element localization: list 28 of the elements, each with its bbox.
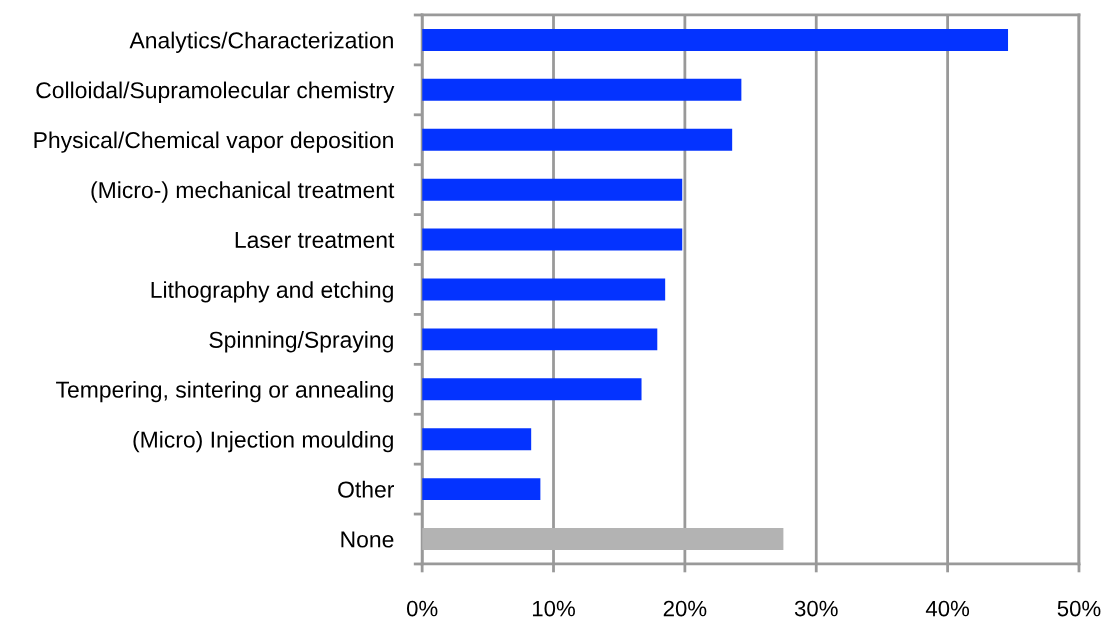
y-tick-label: Physical/Chemical vapor deposition [34, 131, 393, 153]
x-tick-label: 30% [794, 600, 838, 617]
x-tick-label: 20% [663, 600, 707, 617]
x-tick-label: 0% [406, 600, 438, 617]
bar [422, 78, 742, 101]
x-tick-label: 50% [1057, 600, 1101, 617]
y-tick-label: Other [338, 480, 394, 498]
bar [422, 128, 733, 151]
y-tick-label: Lithography and etching [151, 281, 393, 303]
y-tick-label: Analytics/Characterization [129, 31, 393, 53]
y-tick-label: (Micro) Injection moulding [133, 430, 393, 453]
bar [422, 378, 642, 401]
y-tick-label: Colloidal/Supramolecular chemistry [36, 81, 395, 103]
bar [422, 28, 1009, 51]
x-tick-label: 10% [532, 600, 575, 617]
bar [422, 178, 683, 201]
y-tick-label: Laser treatment [235, 232, 395, 249]
y-tick-label: None [341, 531, 394, 548]
bar [422, 428, 532, 451]
y-tick-label: Spinning/Spraying [209, 331, 393, 353]
bar [422, 478, 541, 501]
bar [422, 328, 658, 351]
bar [422, 528, 784, 550]
bar [422, 228, 683, 251]
y-tick-label: (Micro-) mechanical treatment [91, 181, 395, 203]
bar [422, 278, 666, 301]
x-tick-label: 40% [925, 600, 970, 617]
y-tick-label: Tempering, sintering or annealing [56, 380, 393, 403]
